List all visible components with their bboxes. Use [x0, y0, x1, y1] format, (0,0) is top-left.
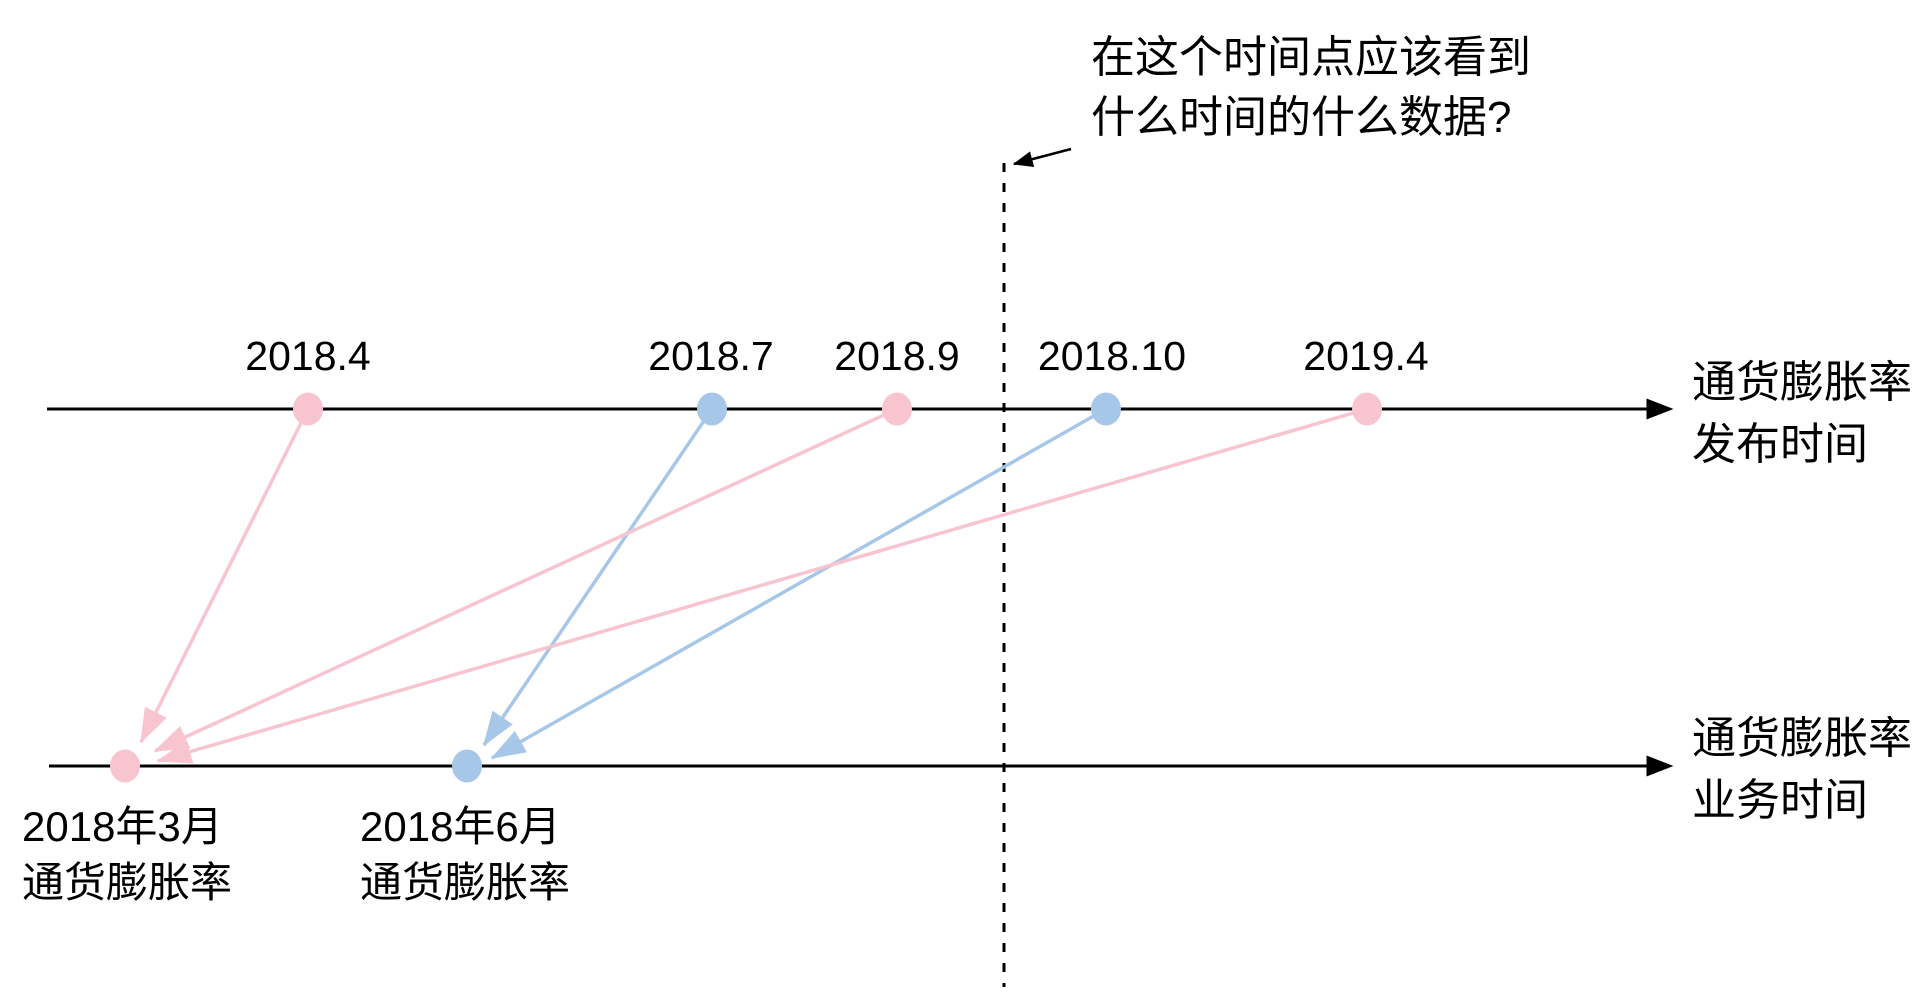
mapping-arrow-2018-10 [490, 407, 1107, 760]
business-label-2018-06-line2: 通货膨胀率 [360, 859, 570, 906]
release-label-2018-9: 2018.9 [834, 333, 959, 379]
mapping-arrow-2019-4 [156, 407, 1368, 764]
release-dot-2018-9 [882, 392, 912, 426]
business-label-2018-03-line1: 2018年3月 [22, 803, 223, 850]
business-dot-2018-03 [110, 749, 140, 783]
annotation-text-line2: 什么时间的什么数据? [1091, 93, 1511, 142]
release-dot-2019-4 [1352, 392, 1382, 426]
release-axis-label-line2: 发布时间 [1692, 420, 1868, 469]
release-label-2018-10: 2018.10 [1038, 333, 1186, 379]
business-label-2018-03-line2: 通货膨胀率 [22, 859, 232, 906]
business-dot-2018-06 [452, 749, 482, 783]
release-label-2019-4: 2019.4 [1303, 333, 1428, 379]
release-dot-2018-4 [293, 392, 323, 426]
release-label-2018-4: 2018.4 [245, 333, 370, 379]
business-axis-label-line2: 业务时间 [1692, 776, 1868, 825]
business-label-2018-06-line1: 2018年6月 [360, 803, 561, 850]
release-axis-label-line1: 通货膨胀率 [1692, 358, 1912, 407]
business-axis-label-line1: 通货膨胀率 [1692, 714, 1912, 763]
release-dot-2018-7 [697, 392, 727, 426]
annotation-text-line1: 在这个时间点应该看到 [1091, 33, 1531, 82]
mapping-arrow-2018-4 [139, 408, 310, 744]
mapping-arrow-2018-7 [482, 408, 714, 747]
release-label-2018-7: 2018.7 [648, 333, 773, 379]
mapping-arrow-2018-9 [153, 407, 898, 753]
release-dot-2018-10 [1091, 392, 1121, 426]
annotation-arrow [1012, 147, 1072, 168]
